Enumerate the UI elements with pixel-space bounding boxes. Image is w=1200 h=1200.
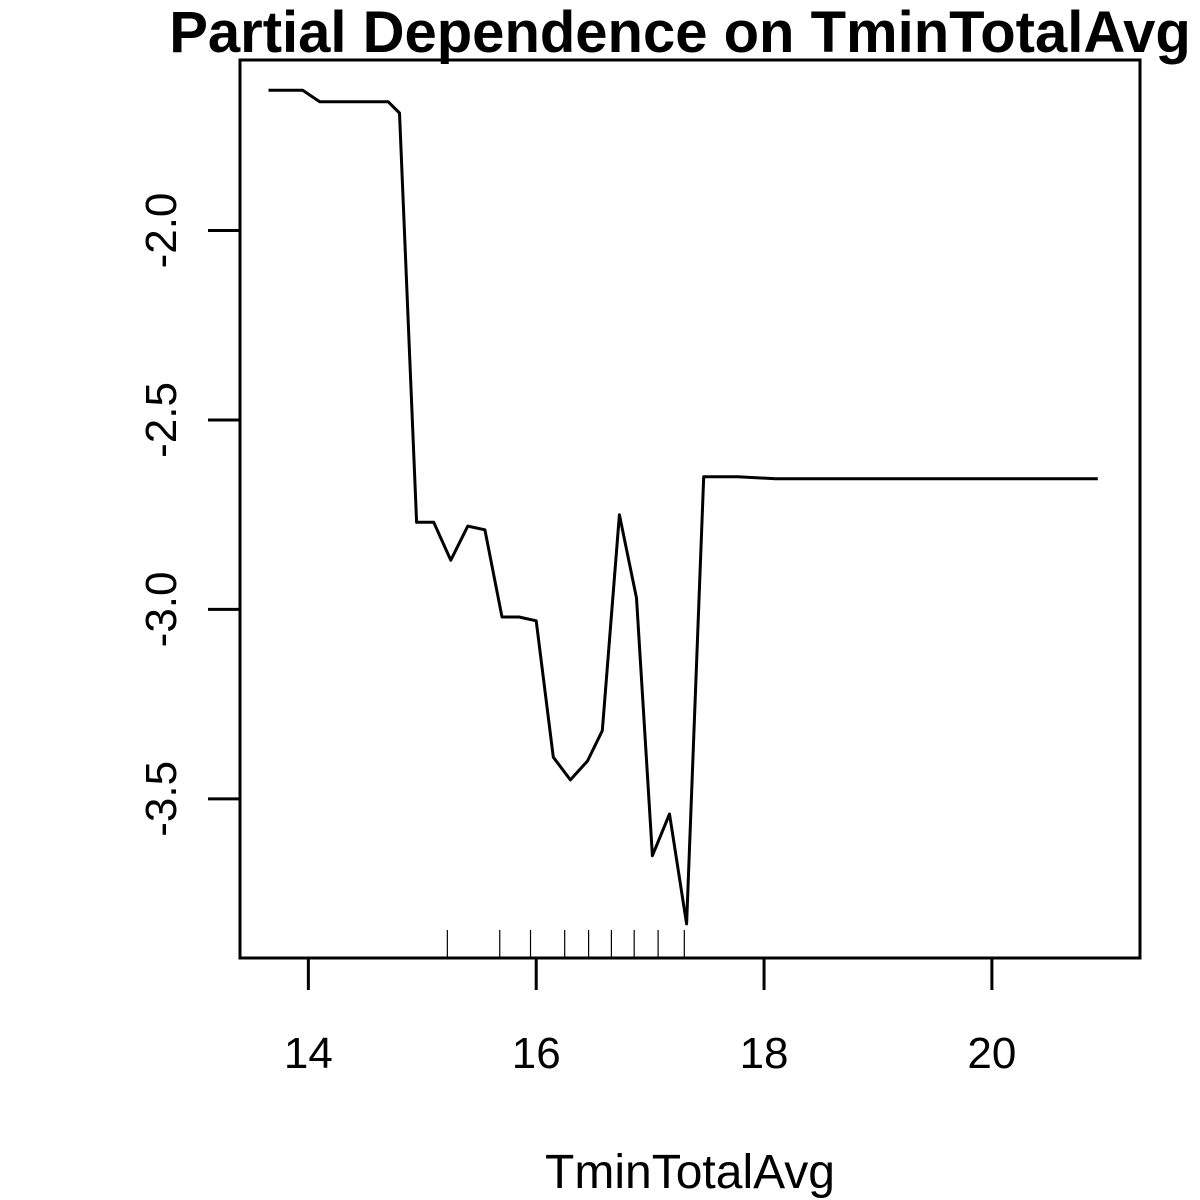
y-tick-label: -3.5 (137, 761, 186, 837)
x-tick-label: 14 (284, 1029, 333, 1078)
x-axis: 14 16 18 20 (284, 956, 1016, 1078)
x-tick-label: 16 (512, 1029, 561, 1078)
x-tick-label: 18 (740, 1029, 789, 1078)
rug-marks (446, 930, 685, 958)
y-tick-label: -2.5 (137, 382, 186, 458)
partial-dependence-line (268, 88, 1098, 926)
series-group (268, 88, 1098, 926)
chart-title: Partial Dependence on TminTotalAvg (169, 0, 1191, 65)
y-axis: -2.0 -2.5 -3.0 -3.5 (137, 193, 242, 837)
x-axis-label: TminTotalAvg (545, 1146, 835, 1199)
x-tick-label: 20 (967, 1029, 1016, 1078)
y-tick-label: -3.0 (137, 571, 186, 647)
y-tick-label: -2.0 (137, 193, 186, 269)
